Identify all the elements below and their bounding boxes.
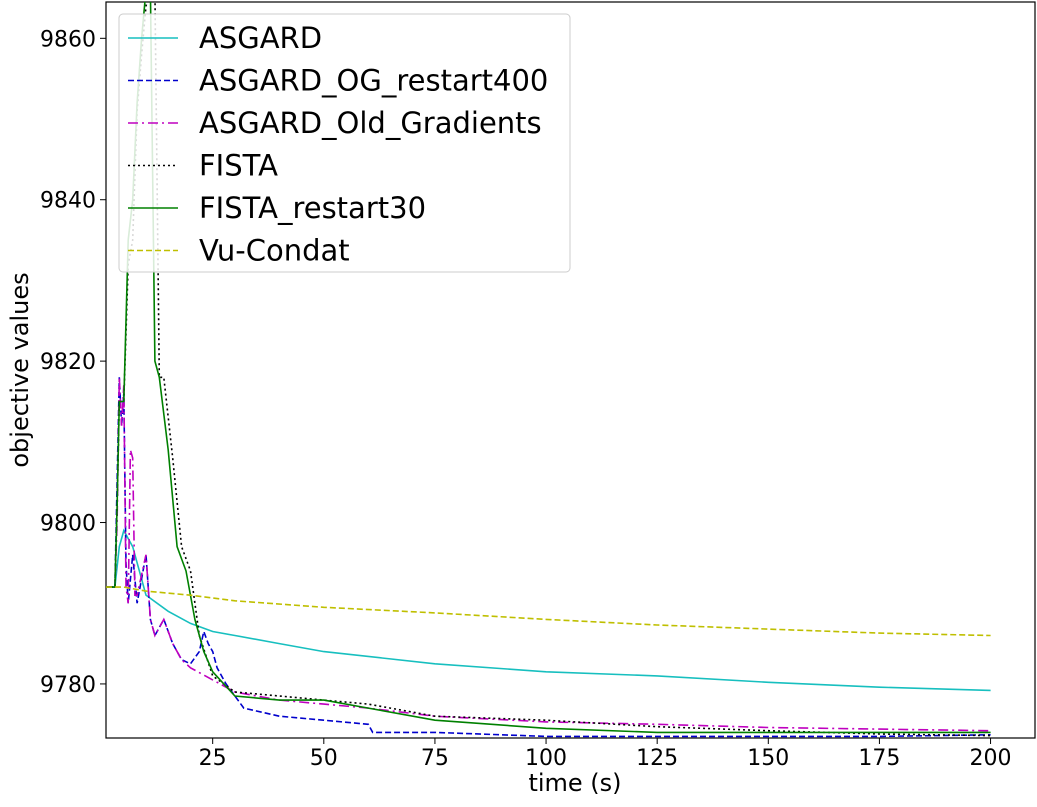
legend: ASGARD ASGARD_OG_restart400 ASGARD_Old_Gra… (118, 13, 571, 273)
y-tick-label: 9800 (40, 512, 96, 537)
legend-label: ASGARD (199, 21, 322, 55)
x-tick-label: 100 (525, 746, 567, 771)
x-axis-label: time (s) (528, 769, 621, 797)
series-line-0 (106, 528, 991, 692)
series-layer (106, 2, 991, 738)
y-tick-label: 9860 (40, 27, 96, 52)
x-tick-label: 175 (858, 746, 900, 771)
legend-frame (118, 13, 571, 273)
x-tick-label: 200 (970, 746, 1012, 771)
legend-label: FISTA (199, 149, 278, 183)
x-tick-label: 125 (636, 746, 678, 771)
x-tick-label: 150 (747, 746, 789, 771)
legend-label: Vu-Condat (199, 234, 350, 268)
legend-label: ASGARD_Old_Gradients (199, 106, 542, 140)
legend-label: ASGARD_OG_restart400 (199, 64, 548, 98)
y-axis-label: objective values (6, 272, 34, 467)
series-line-1 (106, 377, 991, 738)
y-axis: 9780 9800 9820 9840 9860 (40, 27, 106, 698)
series-line-4 (106, 2, 991, 734)
y-tick-label: 9840 (40, 189, 96, 214)
series-line-5 (106, 586, 991, 637)
x-tick-label: 25 (199, 746, 227, 771)
y-tick-label: 9780 (40, 673, 96, 698)
x-axis: 25 50 75 100 125 150 175 200 (199, 738, 1012, 771)
y-tick-label: 9820 (40, 350, 96, 375)
x-tick-label: 50 (310, 746, 338, 771)
x-tick-label: 75 (421, 746, 449, 771)
legend-label: FISTA_restart30 (199, 191, 426, 225)
